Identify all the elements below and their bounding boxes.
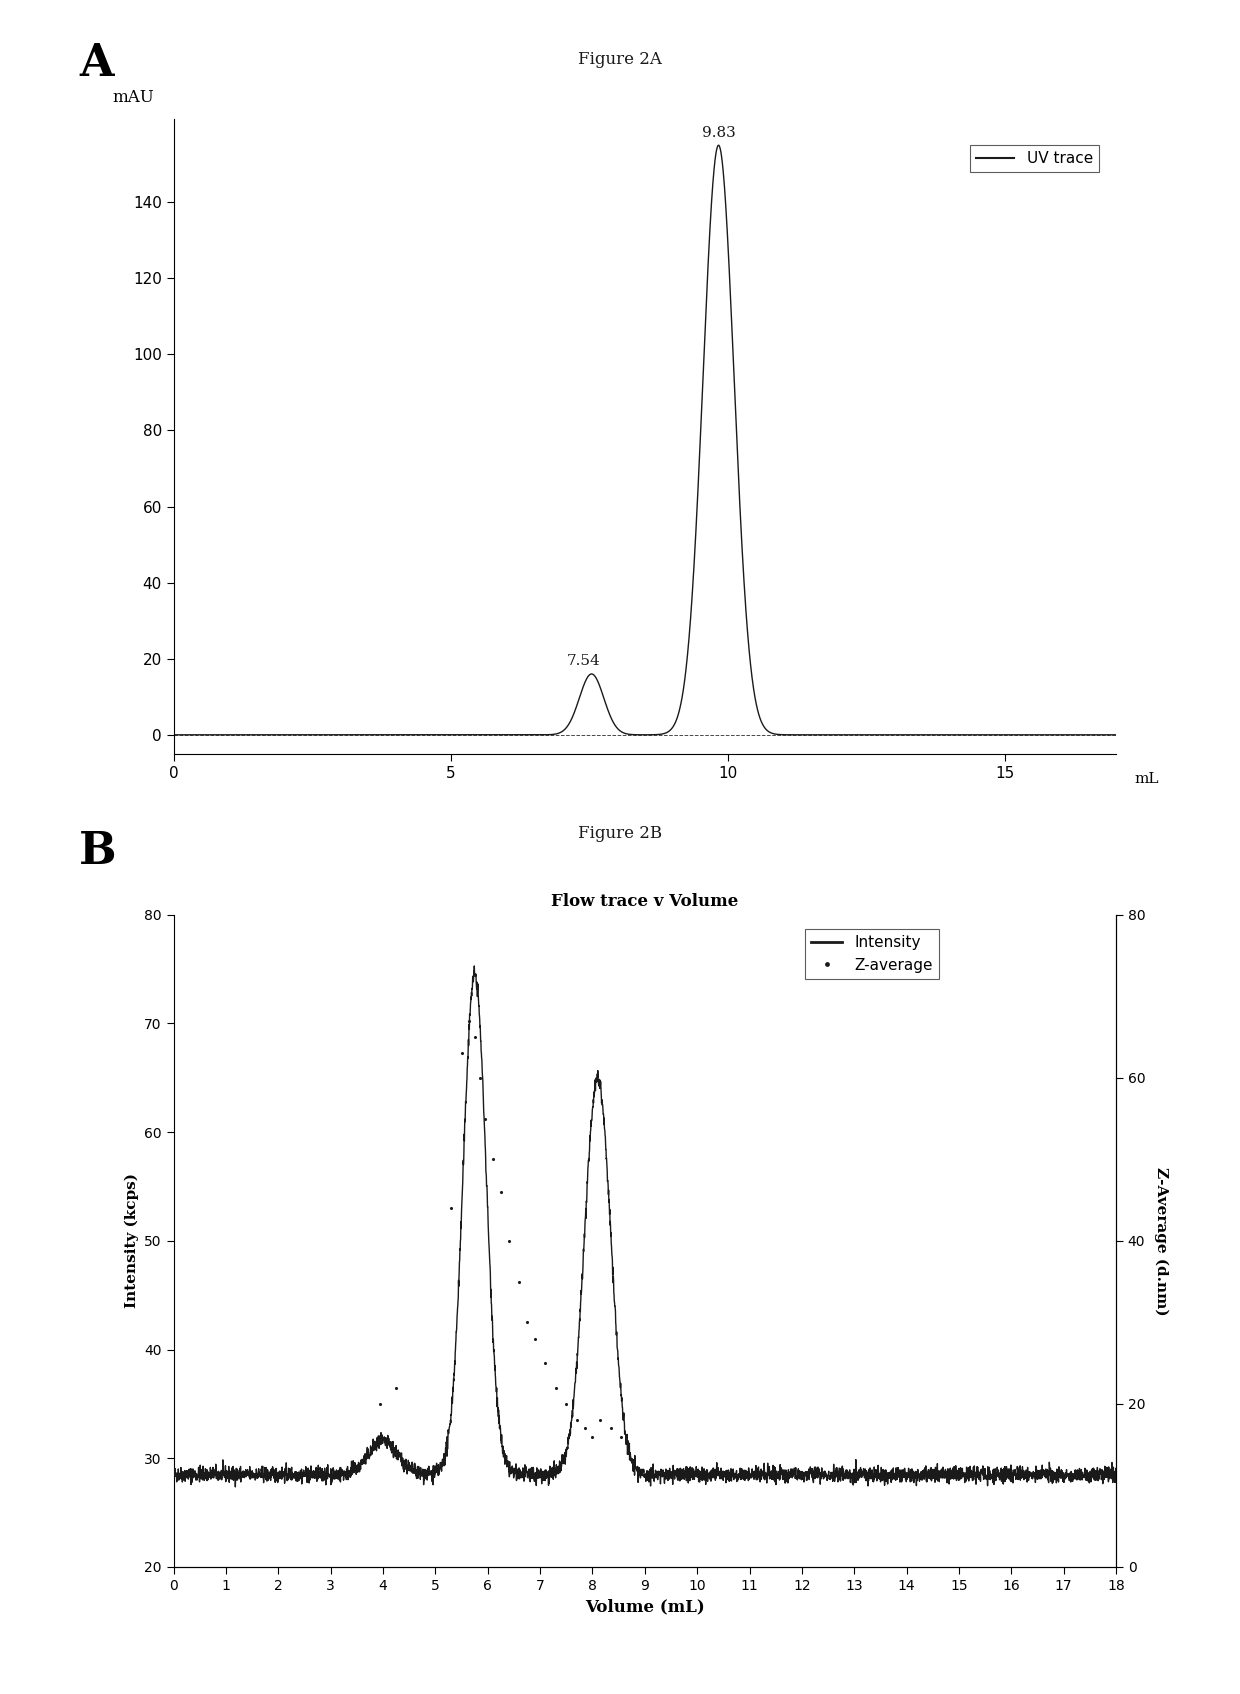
X-axis label: Volume (mL): Volume (mL) — [585, 1599, 704, 1616]
Text: 9.83: 9.83 — [702, 125, 735, 139]
Point — [567, 1406, 587, 1433]
Point — [517, 1309, 537, 1337]
Point — [590, 1406, 610, 1433]
Y-axis label: Intensity (kcps): Intensity (kcps) — [124, 1174, 139, 1308]
Point — [465, 1023, 485, 1050]
Point — [475, 1104, 495, 1132]
Point — [484, 1145, 503, 1172]
Point — [546, 1374, 565, 1401]
Text: mL: mL — [1135, 772, 1159, 786]
Point — [601, 1414, 621, 1442]
Text: A: A — [79, 42, 114, 85]
Point — [441, 1194, 461, 1221]
Point — [536, 1350, 556, 1377]
Point — [460, 1008, 480, 1035]
Title: Flow trace v Volume: Flow trace v Volume — [551, 893, 739, 910]
Text: B: B — [79, 830, 117, 872]
Point — [470, 1064, 490, 1091]
Point — [451, 1040, 471, 1067]
Y-axis label: Z-Average (d.nm): Z-Average (d.nm) — [1153, 1167, 1168, 1315]
Legend: Intensity, Z-average: Intensity, Z-average — [805, 928, 939, 979]
Point — [557, 1391, 577, 1418]
Point — [510, 1269, 529, 1296]
Point — [491, 1179, 511, 1206]
Point — [371, 1391, 391, 1418]
Point — [498, 1226, 518, 1254]
Point — [583, 1423, 603, 1450]
Text: mAU: mAU — [113, 88, 154, 105]
Point — [386, 1374, 405, 1401]
Text: Figure 2A: Figure 2A — [578, 51, 662, 68]
Text: 7.54: 7.54 — [567, 654, 600, 667]
Point — [525, 1325, 544, 1352]
Text: Figure 2B: Figure 2B — [578, 825, 662, 842]
Point — [574, 1414, 594, 1442]
Point — [611, 1423, 631, 1450]
Legend: UV trace: UV trace — [970, 146, 1099, 173]
